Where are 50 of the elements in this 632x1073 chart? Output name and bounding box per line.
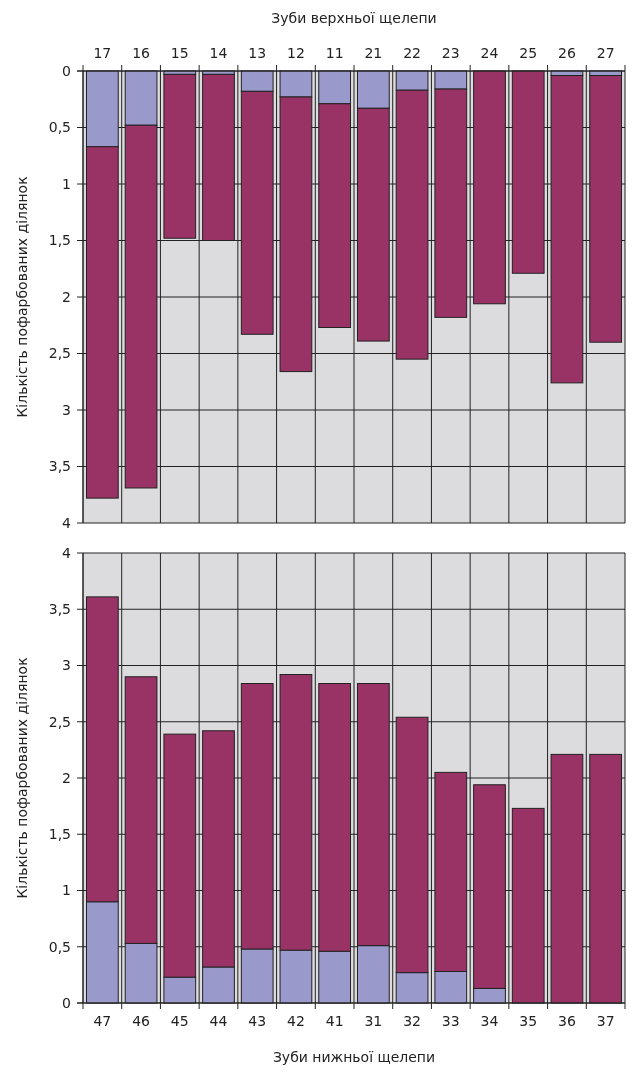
x-tick-label: 25 [519, 44, 538, 61]
x-tick-label: 36 [558, 1012, 576, 1029]
x-tick-label: 26 [558, 44, 576, 61]
y-tick-label: 2,5 [48, 713, 71, 730]
x-axis-title: Зуби нижньої щелепи [272, 1048, 436, 1065]
y-tick-label: 2,5 [48, 345, 71, 362]
x-tick-label: 12 [287, 44, 305, 61]
x-tick-label: 32 [403, 1012, 421, 1029]
y-tick-label: 2 [62, 288, 71, 305]
y-axis-title: Кількість пофарбованих ділянок [13, 176, 30, 418]
y-tick-label: 0 [62, 62, 71, 79]
y-tick-label: 1,5 [48, 232, 71, 249]
x-tick-label: 44 [209, 1012, 228, 1029]
x-tick-label: 45 [170, 1012, 189, 1029]
y-tick-label: 0,5 [48, 938, 71, 955]
x-tick-label: 46 [132, 1012, 151, 1029]
x-tick-label: 23 [441, 44, 460, 61]
x-tick-label: 41 [325, 1012, 344, 1029]
x-tick-label: 35 [519, 1012, 538, 1029]
y-tick-label: 1 [62, 882, 71, 899]
x-tick-label: 33 [441, 1012, 460, 1029]
x-tick-label: 11 [325, 44, 344, 61]
y-tick-label: 3 [62, 657, 71, 674]
x-tick-label: 17 [93, 44, 112, 61]
y-tick-label: 3,5 [48, 601, 71, 618]
y-tick-label: 2 [62, 769, 71, 786]
x-tick-label: 15 [170, 44, 189, 61]
x-tick-label: 31 [364, 1012, 383, 1029]
y-tick-label: 4 [62, 514, 72, 531]
x-tick-label: 27 [596, 44, 615, 61]
x-tick-label: 37 [596, 1012, 615, 1029]
x-tick-label: 13 [248, 44, 267, 61]
x-tick-label: 42 [287, 1012, 305, 1029]
x-tick-label: 16 [132, 44, 151, 61]
x-tick-label: 21 [364, 44, 383, 61]
y-tick-label: 1,5 [48, 826, 71, 843]
y-tick-label: 1 [62, 175, 71, 192]
x-tick-label: 43 [248, 1012, 267, 1029]
y-tick-label: 3 [62, 401, 71, 418]
x-tick-label: 24 [480, 44, 499, 61]
y-axis-title: Кількість пофарбованих ділянок [13, 657, 30, 899]
x-tick-label: 47 [93, 1012, 112, 1029]
x-axis-title: Зуби верхньої щелепи [271, 9, 437, 26]
x-tick-label: 34 [480, 1012, 499, 1029]
y-tick-label: 4 [62, 544, 72, 561]
y-tick-label: 3,5 [48, 458, 71, 475]
y-tick-label: 0,5 [48, 119, 71, 136]
x-tick-label: 14 [209, 44, 228, 61]
x-tick-label: 22 [403, 44, 421, 61]
y-tick-label: 0 [62, 994, 71, 1011]
